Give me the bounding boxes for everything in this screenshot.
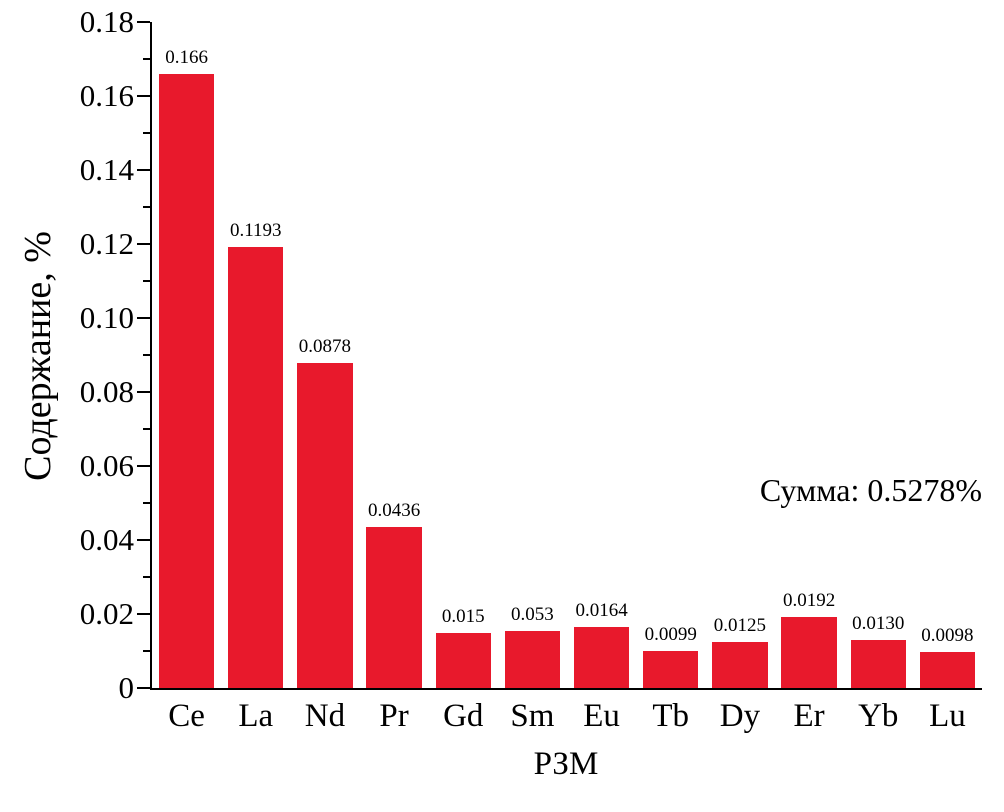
bar-value-label: 0.0192 bbox=[782, 589, 836, 611]
y-major-tick bbox=[137, 391, 150, 393]
y-minor-tick bbox=[143, 58, 150, 60]
x-category-label: Gd bbox=[443, 698, 484, 734]
y-tick-label: 0.14 bbox=[79, 152, 134, 187]
y-major-tick bbox=[137, 687, 150, 689]
bar bbox=[435, 632, 491, 688]
bar bbox=[573, 627, 630, 688]
bar-value-label: 0.053 bbox=[511, 604, 554, 626]
y-minor-tick bbox=[143, 650, 150, 652]
y-axis-title: Содержание, % bbox=[17, 231, 59, 481]
bar-value-label: 0.015 bbox=[441, 605, 485, 627]
y-major-tick bbox=[137, 317, 150, 319]
bar-value-label: 0.0164 bbox=[575, 600, 628, 622]
y-tick-label: 0.06 bbox=[79, 448, 134, 483]
plot-area: Сумма: 0.5278% 0 0.02 0.04 0.06 0.08 0.10 0.12… bbox=[80, 4, 982, 734]
bar-value-label: 0.166 bbox=[165, 46, 208, 68]
x-category-label: Tb bbox=[652, 698, 690, 734]
y-major-tick bbox=[137, 243, 150, 245]
bar bbox=[228, 246, 284, 688]
bar-value-label: 0.0099 bbox=[644, 624, 697, 646]
y-major-tick bbox=[137, 21, 150, 23]
sum-annotation: Сумма: 0.5278% bbox=[759, 472, 982, 508]
y-minor-tick bbox=[143, 280, 150, 282]
x-category-label: Dy bbox=[719, 698, 761, 734]
y-minor-tick bbox=[143, 132, 150, 134]
y-major-tick bbox=[137, 539, 150, 541]
x-category-label: Ce bbox=[168, 698, 205, 734]
y-tick-label: 0.02 bbox=[79, 596, 134, 631]
bar-value-label: 0.1193 bbox=[229, 219, 282, 241]
y-tick-label: 0.12 bbox=[79, 226, 134, 261]
bar bbox=[919, 651, 976, 688]
bar-value-label: 0.0125 bbox=[713, 614, 767, 636]
y-minor-tick bbox=[143, 502, 150, 504]
x-axis-title: РЗМ bbox=[533, 746, 599, 782]
y-major-tick bbox=[137, 95, 150, 97]
bar-value-label: 0.0878 bbox=[298, 336, 352, 358]
y-tick-label: 0.18 bbox=[79, 4, 134, 39]
bar bbox=[504, 631, 561, 688]
x-category-label: La bbox=[238, 698, 274, 734]
bar bbox=[158, 73, 215, 688]
x-category-label: Eu bbox=[583, 698, 620, 734]
y-minor-tick bbox=[143, 206, 150, 208]
y-minor-tick bbox=[143, 428, 150, 430]
x-category-label: Lu bbox=[929, 698, 966, 734]
bar bbox=[366, 526, 422, 688]
bar bbox=[712, 641, 768, 688]
y-tick-label: 0.10 bbox=[79, 300, 134, 335]
bar-value-label: 0.0130 bbox=[852, 612, 905, 634]
y-tick-label: 0.04 bbox=[79, 522, 134, 557]
bar bbox=[850, 639, 906, 688]
y-tick-label: 0.08 bbox=[79, 374, 134, 409]
y-major-tick bbox=[137, 465, 150, 467]
y-major-tick bbox=[137, 613, 150, 615]
y-major-tick bbox=[137, 169, 150, 171]
y-tick-label: 0.16 bbox=[79, 78, 134, 113]
bar bbox=[297, 363, 353, 688]
x-category-label: Nd bbox=[304, 698, 346, 734]
bar-value-label: 0.0436 bbox=[367, 499, 421, 521]
x-category-label: Er bbox=[793, 698, 825, 734]
y-minor-tick bbox=[143, 576, 150, 578]
x-category-label: Pr bbox=[379, 698, 409, 734]
bar bbox=[781, 616, 837, 688]
bar bbox=[643, 651, 699, 688]
bar-value-label: 0.0098 bbox=[921, 624, 974, 646]
y-minor-tick bbox=[143, 354, 150, 356]
x-category-label: Sm bbox=[510, 698, 555, 734]
y-tick-label: 0 bbox=[118, 670, 135, 705]
x-category-label: Yb bbox=[858, 698, 899, 734]
